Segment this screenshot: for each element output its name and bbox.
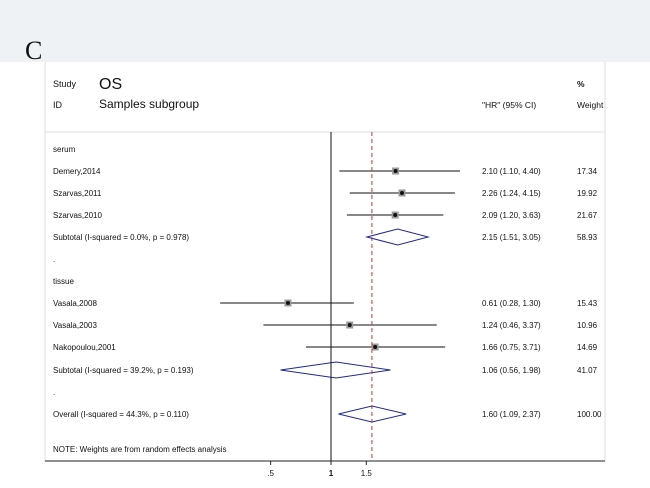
row-label-1: Demery,2014	[53, 167, 101, 176]
overall-diamond-12	[338, 405, 407, 423]
row-label-10: Subtotal (I-squared = 39.2%, p = 0.193)	[53, 366, 194, 375]
row-label-2: Szarvas,2011	[53, 189, 102, 198]
axis-layer: .5 1 1.5	[267, 132, 373, 478]
row-label-3: Szarvas,2010	[53, 211, 102, 220]
weight-value-12: 100.00	[577, 410, 602, 419]
forest-plot: Study ID OS Samples subgroup "HR" (95% C…	[44, 62, 606, 478]
point-estimate-3	[393, 213, 398, 217]
hr-ci-value-12: 1.60 (1.09, 2.37)	[482, 410, 541, 419]
weight-value-4: 58.93	[577, 233, 598, 242]
point-estimate-9	[373, 345, 378, 349]
hr-ci-value-1: 2.10 (1.10, 4.40)	[482, 167, 541, 176]
footnote: NOTE: Weights are from random effects an…	[53, 445, 227, 454]
id-column-label: ID	[53, 100, 63, 110]
row-label-12: Overall (I-squared = 44.3%, p = 0.110)	[53, 410, 189, 419]
weight-column-header: Weight	[577, 100, 604, 110]
rows-layer: serum Demery,2014 2.10 (1.10, 4.40) 17.34 Sz…	[53, 145, 602, 423]
row-label-5: .	[53, 255, 55, 264]
weight-value-8: 10.96	[577, 321, 598, 330]
row-label-6: tissue	[53, 277, 74, 286]
chart-subtitle: Samples subgroup	[99, 97, 199, 111]
weight-value-10: 41.07	[577, 366, 598, 375]
pct-column-header: %	[577, 79, 585, 89]
study-column-label: Study	[53, 79, 77, 89]
row-label-0: serum	[53, 145, 76, 154]
x-tick-label-2: 1.5	[361, 469, 373, 478]
weight-value-7: 15.43	[577, 299, 598, 308]
x-tick-label-0: .5	[267, 469, 274, 478]
hr-ci-value-3: 2.09 (1.20, 3.63)	[482, 211, 541, 220]
hr-column-header: "HR" (95% CI)	[482, 100, 536, 110]
point-estimate-8	[347, 323, 352, 327]
hr-ci-value-9: 1.66 (0.75, 3.71)	[482, 343, 541, 352]
hr-ci-value-7: 0.61 (0.28, 1.30)	[482, 299, 541, 308]
hr-ci-value-8: 1.24 (0.46, 3.37)	[482, 321, 541, 330]
point-estimate-7	[285, 301, 290, 305]
weight-value-3: 21.67	[577, 211, 598, 220]
weight-value-9: 14.69	[577, 343, 598, 352]
x-tick-label-1: 1	[329, 469, 334, 478]
row-label-4: Subtotal (I-squared = 0.0%, p = 0.978)	[53, 233, 189, 242]
panel-label: C	[25, 36, 43, 65]
subtotal-diamond-10	[280, 361, 391, 379]
row-label-9: Nakopoulou,2001	[53, 343, 116, 352]
point-estimate-1	[393, 169, 398, 173]
forest-plot-frame: Study ID OS Samples subgroup "HR" (95% C…	[0, 62, 650, 488]
hr-ci-value-4: 2.15 (1.51, 3.05)	[482, 233, 541, 242]
weight-value-2: 19.92	[577, 189, 598, 198]
row-label-11: .	[53, 388, 55, 397]
subtotal-diamond-4	[364, 228, 431, 246]
hr-ci-value-2: 2.26 (1.24, 4.15)	[482, 189, 541, 198]
weight-value-1: 17.34	[577, 167, 598, 176]
row-label-7: Vasala,2008	[53, 299, 97, 308]
hr-ci-value-10: 1.06 (0.56, 1.98)	[482, 366, 541, 375]
point-estimate-2	[399, 191, 404, 195]
row-label-8: Vasala,2003	[53, 321, 97, 330]
chart-title: OS	[99, 76, 122, 93]
